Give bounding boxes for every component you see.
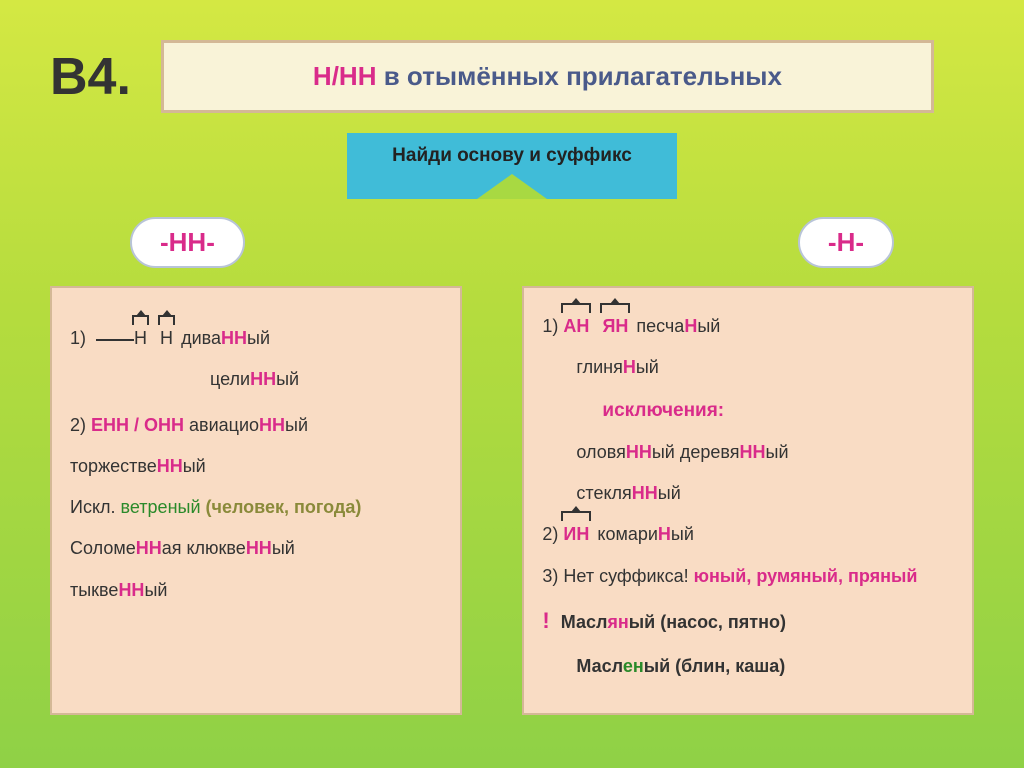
e: ый xyxy=(671,524,694,544)
nn: НН xyxy=(118,580,144,600)
n: Н xyxy=(623,357,636,377)
nn: НН xyxy=(136,538,162,558)
n2: НН xyxy=(740,442,766,462)
e: ый (насос, пятно) xyxy=(629,612,786,632)
right-column: 1) АН ЯН песчаНый глиняНый исключения: о… xyxy=(522,286,974,715)
suf: ЕНН / ОНН xyxy=(91,415,184,435)
e: ый xyxy=(144,580,167,600)
right-line2: глиняНый xyxy=(542,351,954,384)
nn: НН xyxy=(259,415,285,435)
left-line7: тыквеННый xyxy=(70,574,442,607)
e: ый деревя xyxy=(652,442,740,462)
right-exceptions-label: исключения: xyxy=(542,393,954,428)
right-line7: 3) Нет суффикса! юный, румяный, пряный xyxy=(542,560,954,593)
nn2: НН xyxy=(246,538,272,558)
e: ый xyxy=(247,328,270,348)
left-line1: 1) Н Н диваННый xyxy=(70,322,442,355)
right-line5: стекляННый xyxy=(542,477,954,510)
e: ый xyxy=(636,357,659,377)
ya: ян xyxy=(607,612,628,632)
e: ая клюкве xyxy=(162,538,246,558)
suffix-n2: Н xyxy=(160,322,173,355)
w: цели xyxy=(210,369,250,389)
right-line6: 2) ИН комариНый xyxy=(542,518,954,551)
num: 2) xyxy=(70,415,91,435)
lbl: исключения: xyxy=(602,400,724,421)
right-line1: 1) АН ЯН песчаНый xyxy=(542,310,954,343)
n: Н xyxy=(684,316,697,336)
e2: ый xyxy=(272,538,295,558)
suffix-an: АН xyxy=(563,310,589,343)
suffix-yan: ЯН xyxy=(602,310,628,343)
num: 1) xyxy=(542,316,563,336)
nn: НН xyxy=(157,456,183,476)
w: песча xyxy=(631,316,684,336)
num: 1) xyxy=(70,328,86,348)
badge-n: -Н- xyxy=(798,217,894,268)
left-line3: 2) ЕНН / ОНН авиациоННый xyxy=(70,409,442,442)
note: (человек, погода) xyxy=(206,497,362,517)
suffix-n: Н xyxy=(134,322,147,355)
nn: НН xyxy=(250,369,276,389)
txt: 3) Нет суффикса! xyxy=(542,566,693,586)
left-line6: СоломеННая клюквеННый xyxy=(70,532,442,565)
w: Соломе xyxy=(70,538,136,558)
code-label: В4. xyxy=(50,47,131,107)
left-exception: Искл. ветреный (человек, погода) xyxy=(70,491,442,524)
w: оловя xyxy=(576,442,625,462)
root-mark xyxy=(96,339,134,341)
page-title: Н/НН в отымённых прилагательных xyxy=(161,40,934,113)
left-column: 1) Н Н диваННый целиННый 2) ЕНН / ОНН ав… xyxy=(50,286,462,715)
w: Масл xyxy=(561,612,608,632)
e: ый xyxy=(276,369,299,389)
en: ен xyxy=(623,656,644,676)
w: торжестве xyxy=(70,456,157,476)
w: стекля xyxy=(576,483,631,503)
e2: ый xyxy=(766,442,789,462)
w: комари xyxy=(592,524,658,544)
e: ый xyxy=(285,415,308,435)
badge-nn: -НН- xyxy=(130,217,245,268)
left-line4: торжествеННый xyxy=(70,450,442,483)
title-rest: в отымённых прилагательных xyxy=(376,61,782,91)
left-line2: целиННый xyxy=(70,363,442,396)
w: Масл xyxy=(576,656,622,676)
right-line4: оловяННый деревяННый xyxy=(542,436,954,469)
e: ый xyxy=(183,456,206,476)
title-prefix: Н/НН xyxy=(313,61,377,91)
instruction-box: Найди основу и суффикс xyxy=(347,133,677,199)
bang-icon: ! xyxy=(542,608,549,633)
e: ый xyxy=(697,316,720,336)
e: ый (блин, каша) xyxy=(644,656,786,676)
num: 2) xyxy=(542,524,563,544)
nn: НН xyxy=(221,328,247,348)
suffix-in: ИН xyxy=(563,518,589,551)
right-line9: ! Масляный (насос, пятно) xyxy=(542,601,954,642)
w: дива xyxy=(181,328,221,348)
w: глиня xyxy=(576,357,622,377)
lbl: Искл. xyxy=(70,497,121,517)
e: ый xyxy=(658,483,681,503)
w: авиацио xyxy=(184,415,259,435)
w: ветреный xyxy=(121,497,206,517)
words: юный, румяный, пряный xyxy=(694,566,918,586)
w: тыкве xyxy=(70,580,118,600)
n: Н xyxy=(658,524,671,544)
right-line10: Масленый (блин, каша) xyxy=(542,650,954,683)
n: НН xyxy=(632,483,658,503)
n: НН xyxy=(626,442,652,462)
